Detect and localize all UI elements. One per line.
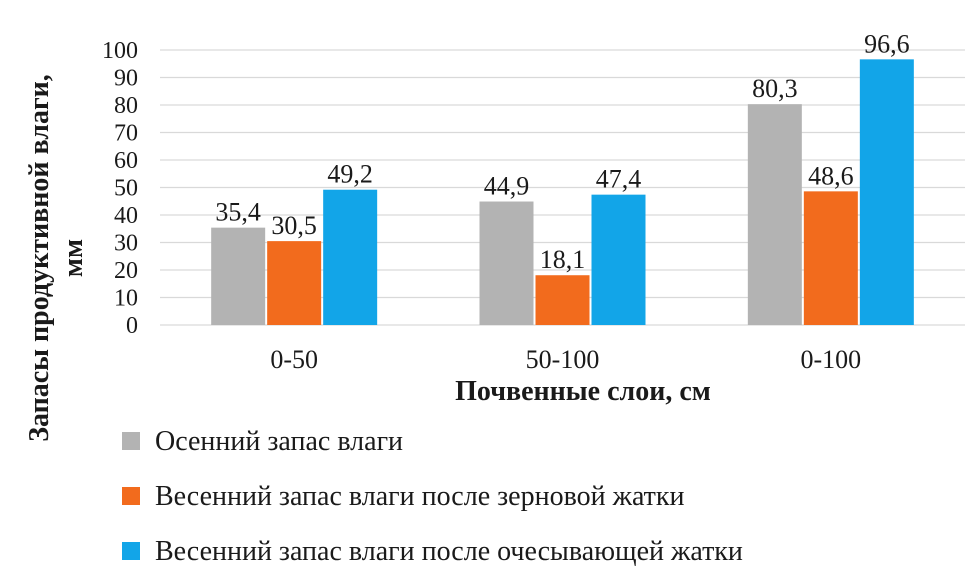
data-label: 47,4 <box>596 165 642 194</box>
y-tick-label: 0 <box>126 313 138 339</box>
legend-swatch <box>122 432 140 450</box>
bar <box>211 227 266 325</box>
data-label: 49,2 <box>327 160 373 189</box>
legend-label: Весенний запас влаги после зерновой жатк… <box>155 481 685 512</box>
y-tick-label: 80 <box>114 93 138 119</box>
data-label: 80,3 <box>752 74 798 103</box>
data-label: 30,5 <box>271 211 317 240</box>
legend-swatch <box>122 487 140 505</box>
legend-swatch <box>122 542 140 560</box>
x-tick-label: 50-100 <box>526 345 600 374</box>
x-axis-categories: 0-50 50-100 0-100 <box>270 345 861 374</box>
x-tick-label: 0-100 <box>800 345 861 374</box>
y-tick-label: 70 <box>114 121 138 147</box>
legend-label: Весенний запас влаги после очесывающей ж… <box>155 536 743 567</box>
data-label: 18,1 <box>540 245 586 274</box>
y-tick-label: 10 <box>114 286 138 312</box>
bar <box>535 275 590 325</box>
y-axis-title-line1: Запасы продуктивной влаги, <box>24 74 55 442</box>
bar <box>267 241 322 325</box>
data-label: 96,6 <box>864 29 910 58</box>
bars <box>211 59 914 325</box>
y-tick-label: 50 <box>114 176 138 202</box>
y-tick-label: 100 <box>102 38 138 64</box>
bar <box>859 59 914 325</box>
data-labels: 35,4 30,5 49,2 44,9 18,1 47,4 80,3 48,6 96,6 <box>215 29 909 274</box>
legend-label: Осенний запас влаги <box>155 426 403 457</box>
x-tick-label: 0-50 <box>270 345 318 374</box>
y-axis-title-line2: мм <box>58 239 89 277</box>
y-tick-label: 40 <box>114 203 138 229</box>
bar <box>323 189 378 325</box>
y-tick-label: 20 <box>114 258 138 284</box>
bar <box>479 201 534 325</box>
bar <box>591 194 646 325</box>
y-tick-label: 30 <box>114 231 138 257</box>
data-label: 44,9 <box>484 172 530 201</box>
bar <box>747 104 802 325</box>
data-label: 48,6 <box>808 161 854 190</box>
legend: Осенний запас влаги Весенний запас влаги … <box>122 426 743 567</box>
y-tick-label: 60 <box>114 148 138 174</box>
x-axis-title: Почвенные слои, см <box>455 376 711 407</box>
y-axis-title: Запасы продуктивной влаги, мм <box>24 74 89 442</box>
y-tick-label: 90 <box>114 66 138 92</box>
bar <box>803 191 858 325</box>
data-label: 35,4 <box>215 198 261 227</box>
